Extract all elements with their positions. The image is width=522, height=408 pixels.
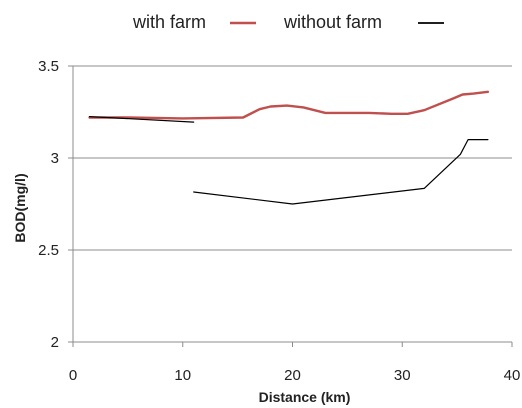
legend-label-with-farm: with farm [132,12,206,32]
y-tick-label: 3 [51,150,59,167]
x-tick-label: 30 [394,367,411,384]
axes: 2 2.5 3 3.5 0 10 20 30 40 [38,58,520,384]
series-layer [88,90,490,205]
x-tick-label: 0 [69,367,77,384]
y-tick-label: 2.5 [38,242,59,259]
legend-label-without-farm: without farm [283,12,382,32]
x-tick-label: 10 [174,367,191,384]
series-line-with-farm [88,90,490,120]
legend: with farm without farm [132,12,444,32]
y-tick-label: 2 [51,334,59,351]
series-line-without-farm [88,115,195,123]
x-tick-label: 40 [504,367,521,384]
y-axis-label: BOD(mg/l) [12,173,28,242]
y-tick-label: 3.5 [38,58,59,75]
x-tick-label: 20 [284,367,301,384]
axis-labels: Distance (km) BOD(mg/l) [12,173,350,405]
x-axis-label: Distance (km) [259,389,351,405]
gridlines [73,65,512,251]
series-line-without-farm [193,139,489,205]
